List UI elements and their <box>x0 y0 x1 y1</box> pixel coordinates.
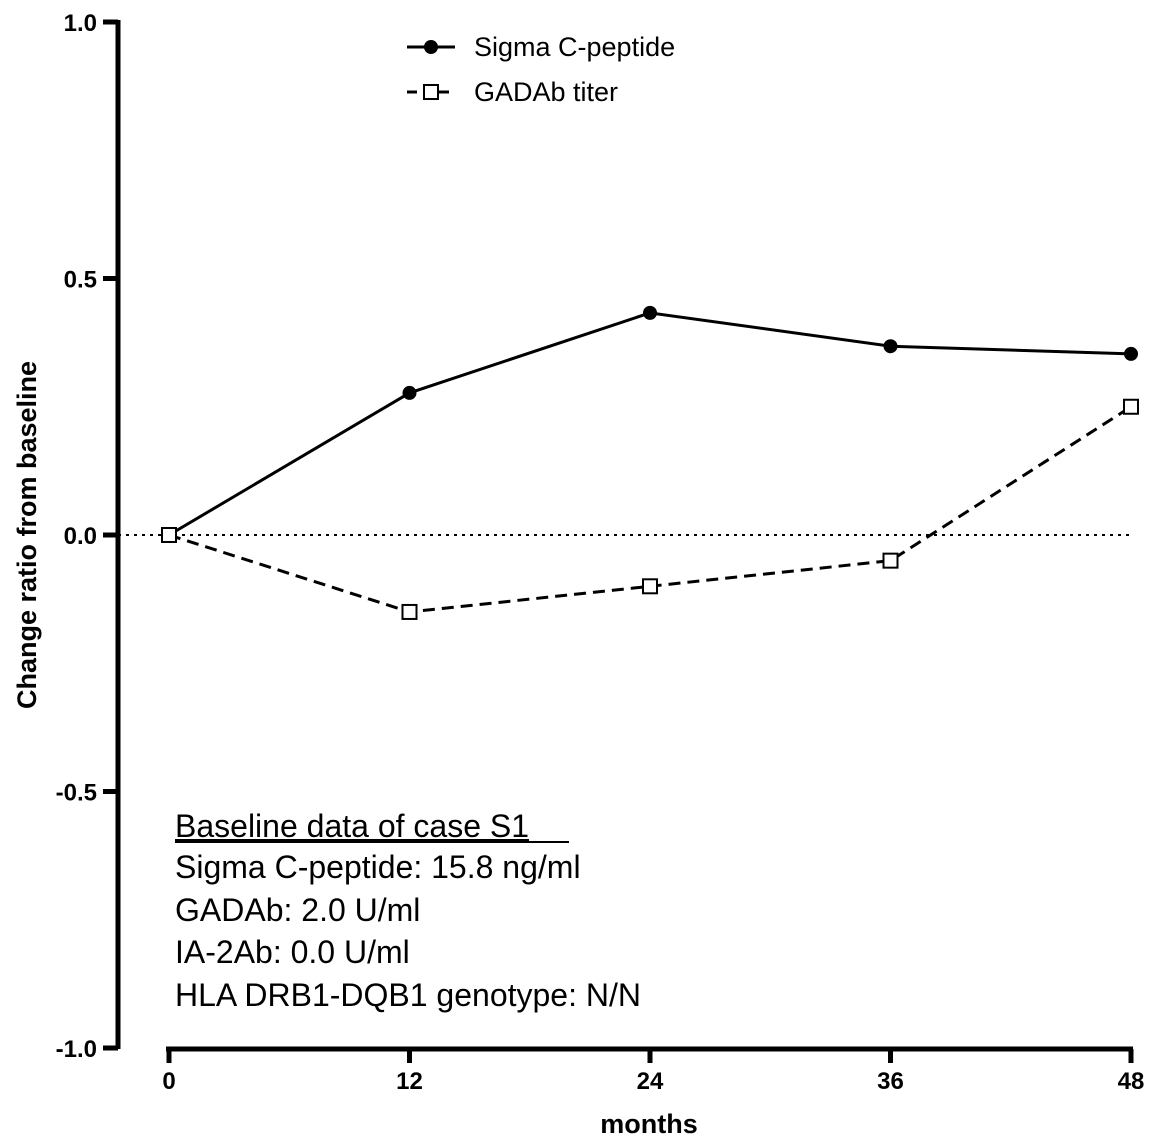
x-tick-label: 48 <box>1118 1068 1145 1095</box>
data-point-gadab-titer <box>642 578 658 595</box>
annotation-line-c-peptide: Sigma C-peptide: 15.8 ng/ml <box>175 849 581 885</box>
data-point-gadab-titer <box>401 603 418 620</box>
x-axis-title: months <box>600 1109 698 1139</box>
data-point-gadab-titer <box>882 552 899 569</box>
data-point-sigma-c-peptide <box>402 385 417 400</box>
series-line-sigma-c-peptide <box>168 311 1132 537</box>
legend-marker-sigma-c-peptide <box>424 40 438 54</box>
x-tick-label: 36 <box>877 1068 904 1095</box>
annotation-line-gadab: GADAb: 2.0 U/ml <box>175 892 420 928</box>
x-tick-label: 24 <box>637 1068 664 1095</box>
baseline-annotation: Baseline data of case S1 Sigma C-peptide… <box>175 808 641 1013</box>
annotation-line-hla: HLA DRB1-DQB1 genotype: N/N <box>175 977 641 1013</box>
legend: Sigma C-peptide GADAb titer <box>407 32 675 107</box>
legend-marker-gadab-titer <box>423 84 439 100</box>
x-tick-label: 12 <box>396 1068 423 1095</box>
y-tick-label: 1.0 <box>64 10 97 37</box>
data-point-sigma-c-peptide <box>1124 346 1138 361</box>
legend-label-gadab-titer: GADAb titer <box>474 77 618 107</box>
legend-label-sigma-c-peptide: Sigma C-peptide <box>474 32 675 62</box>
data-point-sigma-c-peptide <box>883 339 898 354</box>
y-tick-label: -1.0 <box>56 1036 97 1063</box>
data-point-sigma-c-peptide <box>643 305 657 320</box>
y-tick-label: 0.5 <box>64 267 97 294</box>
annotation-line-ia2ab: IA-2Ab: 0.0 U/ml <box>175 934 410 970</box>
y-axis-title: Change ratio from baseline <box>12 361 42 709</box>
y-tick-label: -0.5 <box>56 780 97 807</box>
data-point-gadab-titer <box>1123 398 1139 415</box>
x-tick-label: 0 <box>162 1068 175 1095</box>
y-tick-label: 0.0 <box>64 523 97 550</box>
annotation-heading: Baseline data of case S1 <box>175 808 529 844</box>
data-point-gadab-titer <box>161 527 177 543</box>
